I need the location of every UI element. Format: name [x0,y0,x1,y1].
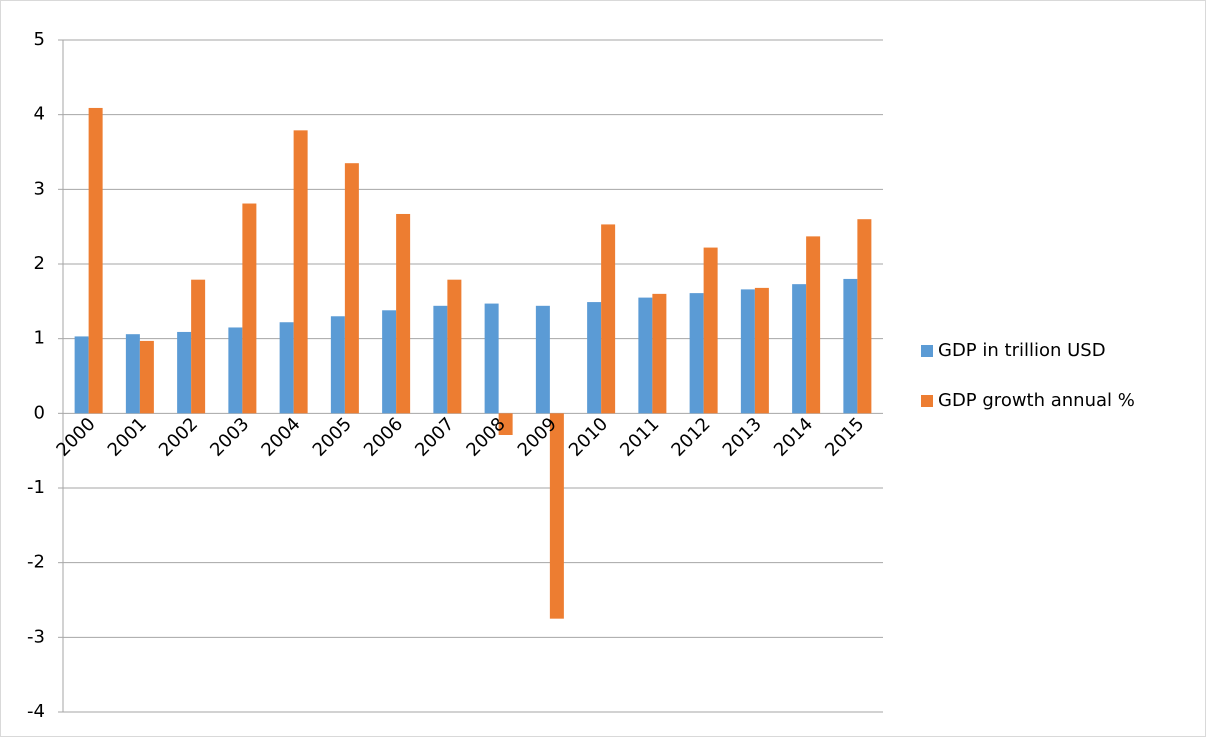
bar [806,236,821,414]
y-tick-label: 2 [34,253,45,274]
bar [549,413,564,619]
bar [344,163,359,414]
legend-label: GDP growth annual % [938,390,1135,411]
bar [279,322,294,414]
bar [703,247,718,414]
bar [652,293,667,414]
bar [396,213,411,414]
bar [601,224,616,414]
bar [74,336,89,414]
y-tick-label: 1 [34,328,45,349]
bar [535,305,550,414]
y-tick-label: 3 [34,178,45,199]
legend-label: GDP in trillion USD [938,340,1106,361]
y-tick-label: -2 [27,552,45,573]
bar [754,287,769,414]
legend-swatch [921,345,933,357]
bar [139,340,154,414]
y-tick-label: -3 [27,626,45,647]
bar [498,413,513,435]
bar [177,331,192,414]
bar [857,219,872,414]
bar [433,305,448,414]
bar [293,130,308,414]
bar [125,334,140,414]
y-tick-label: 0 [34,402,45,423]
bar [242,203,257,414]
bar [638,297,653,414]
bar [843,278,858,414]
y-tick-label: 4 [34,104,45,125]
bar [330,316,345,414]
bar [587,302,602,414]
bar [228,327,243,414]
y-tick-label: -1 [27,477,45,498]
bar [689,293,704,414]
legend-swatch [921,395,933,407]
y-tick-label: 5 [34,29,45,50]
bar [191,279,206,414]
bar [484,303,499,414]
bar [88,107,103,414]
bar [447,279,462,414]
y-tick-label: -4 [27,701,45,722]
bar [382,310,397,414]
bar [740,289,755,414]
bar [792,284,807,414]
